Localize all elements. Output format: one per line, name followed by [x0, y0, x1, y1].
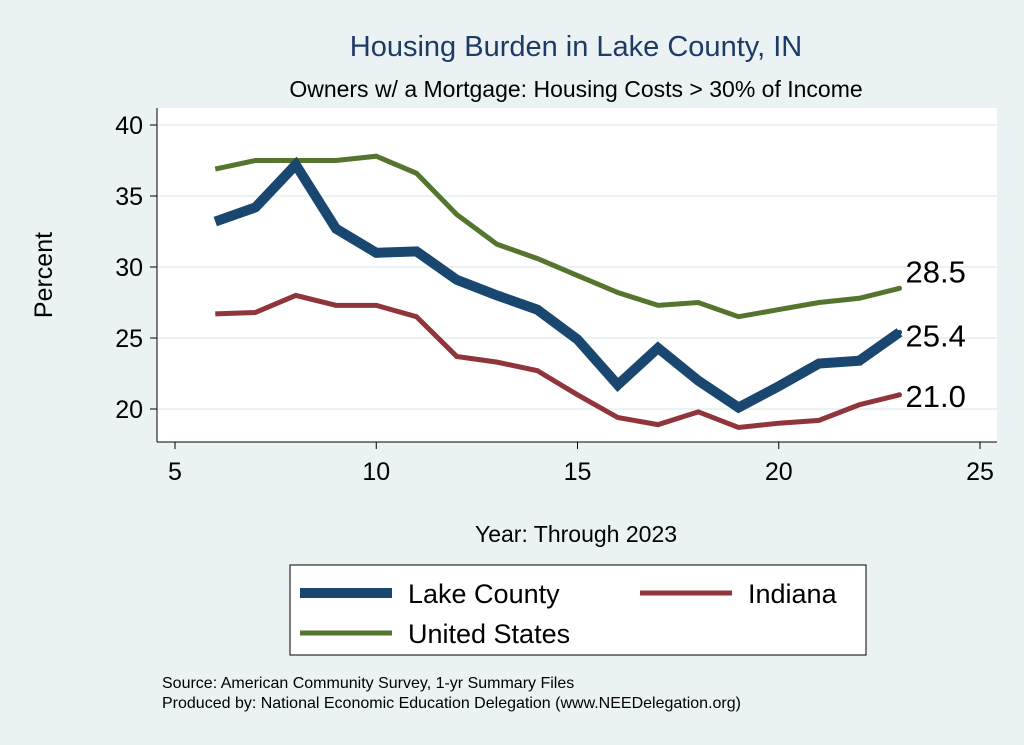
y-tick-label: 35	[115, 183, 143, 211]
x-tick-label: 10	[362, 458, 390, 486]
end-label: 21.0	[906, 379, 966, 414]
legend-label: Indiana	[748, 579, 838, 609]
y-tick-label: 40	[115, 112, 143, 140]
x-tick-label: 15	[564, 458, 592, 486]
chart-subtitle: Owners w/ a Mortgage: Housing Costs > 30…	[289, 76, 862, 102]
end-marker	[897, 285, 902, 291]
series-line-united-states	[214, 153, 901, 320]
x-tick-label: 5	[168, 458, 182, 486]
x-tick-label: 25	[966, 458, 994, 486]
legend	[289, 564, 867, 656]
x-tick-label: 20	[765, 458, 793, 486]
y-tick-label: 20	[115, 396, 143, 424]
producer-note: Produced by: National Economic Education…	[162, 695, 741, 712]
source-note: Source: American Community Survey, 1-yr …	[162, 675, 574, 692]
y-tick-label: 25	[115, 325, 143, 353]
legend-label: Lake County	[408, 579, 560, 609]
y-axis-label: Percent	[30, 232, 58, 318]
y-tick-label: 30	[115, 254, 143, 282]
series-line-lake-county	[213, 156, 903, 414]
end-marker	[897, 329, 902, 335]
series-line-indiana	[215, 292, 901, 431]
end-label: 25.4	[906, 318, 966, 353]
legend-label: United States	[408, 619, 570, 649]
end-marker	[897, 392, 902, 398]
x-axis-label: Year: Through 2023	[475, 521, 677, 547]
chart-title: Housing Burden in Lake County, IN	[350, 31, 802, 63]
end-label: 28.5	[906, 254, 966, 289]
